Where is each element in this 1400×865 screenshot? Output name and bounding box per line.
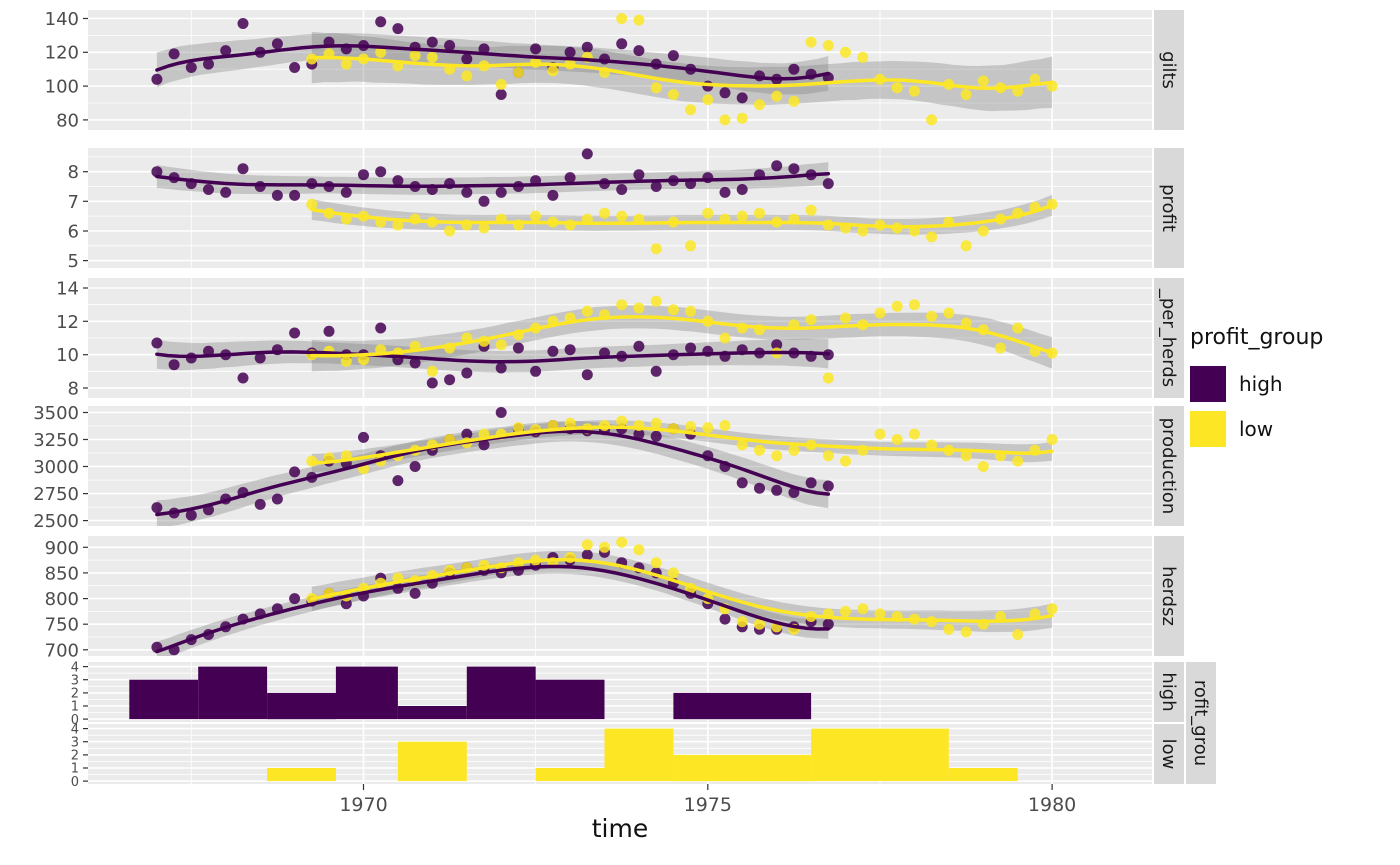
y-tick-label: 2 [71, 687, 79, 702]
x-axis-title: time [591, 814, 649, 843]
smooth-line-low [310, 203, 1054, 229]
legend-swatch-high-icon [1190, 366, 1226, 402]
y-tick-label: 140 [45, 9, 79, 30]
y-tick-label: 5 [68, 251, 79, 272]
y-tick-label: 1 [71, 700, 79, 715]
y-tick-label: 850 [45, 563, 79, 584]
y-tick-label: 1 [71, 762, 79, 777]
y-tick-label: 6 [68, 221, 79, 242]
y-tick-label: 0 [71, 713, 79, 728]
y-tick-label: 0 [71, 775, 79, 790]
panel-profit: 5 6 7 8 profit [68, 148, 1184, 272]
smooth-line-high [155, 171, 831, 189]
y-tick-label: 4 [71, 660, 79, 675]
legend-item-high: high [1190, 366, 1323, 402]
confidence-ribbon-high [156, 421, 829, 526]
facet-strip-label-outer: rofit_grou [1190, 680, 1211, 766]
y-tick-label: 2 [71, 749, 79, 764]
panel-gilts: 80 100 120 140 gilts [45, 9, 1184, 131]
y-tick-label: 3000 [33, 457, 79, 478]
facet-strip-high [1154, 662, 1184, 722]
y-tick-label: 10 [56, 345, 79, 366]
smooth-line-high [155, 564, 831, 654]
facet-strip-_per_herds [1154, 278, 1184, 398]
y-tick-label: 4 [71, 722, 79, 737]
y-tick-label: 14 [56, 279, 79, 300]
confidence-ribbon-high [156, 338, 829, 373]
y-tick-label: 120 [45, 43, 79, 64]
smooth-line-low [310, 557, 1054, 624]
facet-strip-herdsz [1154, 536, 1184, 656]
x-tick-label: 1970 [339, 794, 387, 816]
facet-strip-low [1154, 724, 1184, 784]
y-tick-label: 3 [71, 673, 79, 688]
histogram-bars-high [129, 666, 812, 720]
facet-strip-label-herdsz: herdsz [1158, 566, 1179, 626]
legend: profit_group high low [1190, 325, 1323, 456]
facet-strip-label-production: production [1158, 418, 1179, 515]
y-tick-label: 3500 [33, 403, 79, 424]
y-tick-label: 80 [56, 110, 79, 131]
facet-strip-outer [1186, 662, 1216, 784]
confidence-ribbon-low [311, 31, 1053, 112]
smooth-line-low [310, 315, 1054, 358]
y-tick-label: 100 [45, 77, 79, 98]
facet-strip-profit [1154, 148, 1184, 268]
facet-strip-label-high: high [1158, 672, 1179, 711]
y-tick-label: 7 [68, 192, 79, 213]
facet-strip-label-gilts: gilts [1158, 51, 1179, 89]
smooth-line-high [155, 350, 831, 364]
points-high [151, 16, 834, 104]
facet-strip-gilts [1154, 10, 1184, 130]
y-tick-label: 3 [71, 735, 79, 750]
y-tick-label: 800 [45, 589, 79, 610]
y-tick-label: 700 [45, 640, 79, 661]
y-tick-label: 900 [45, 538, 79, 559]
facet-strip-label-low: low [1158, 739, 1179, 770]
smooth-line-low [310, 425, 1054, 465]
x-tick-label: 1975 [684, 794, 732, 816]
smooth-line-high [155, 44, 831, 81]
x-tick-label: 1980 [1028, 794, 1076, 816]
y-tick-label: 2500 [33, 511, 79, 532]
legend-item-low: low [1190, 411, 1323, 447]
legend-swatch-low-icon [1190, 411, 1226, 447]
y-tick-label: 2750 [33, 484, 79, 505]
facet-strip-label-_per_herds: _per_herds [1158, 288, 1179, 387]
panel-herdsz: 700 750 800 850 900 herdsz [45, 536, 1184, 661]
y-tick-label: 750 [45, 615, 79, 636]
histogram-bars-low [267, 728, 1018, 782]
y-tick-label: 12 [56, 312, 79, 333]
legend-label-low: low [1239, 417, 1274, 441]
panel-_per_herds: 8 10 12 14 _per_herds [56, 278, 1184, 400]
smooth-line-low [310, 55, 1054, 91]
legend-title: profit_group [1190, 325, 1324, 350]
facet-strip-label-profit: profit [1158, 184, 1179, 232]
y-tick-label: 8 [68, 379, 79, 400]
panel-production: 2500 2750 3000 3250 3500 production [33, 403, 1184, 532]
facet-strip-production [1154, 406, 1184, 526]
legend-label-high: high [1239, 372, 1283, 396]
y-tick-label: 3250 [33, 430, 79, 451]
y-tick-label: 8 [68, 162, 79, 183]
